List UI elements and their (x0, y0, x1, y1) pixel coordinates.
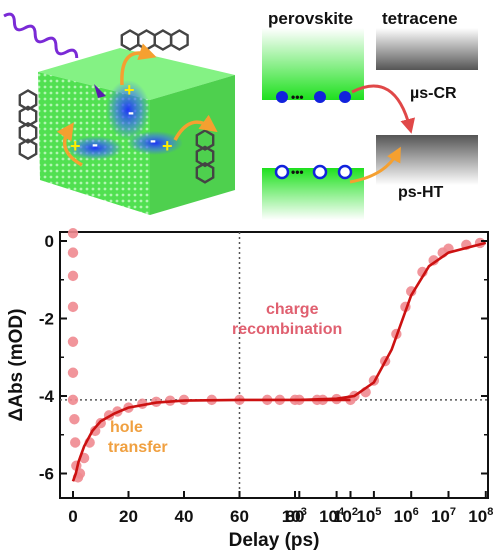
tetracene-ring (120, 29, 140, 51)
tetracene-ring (195, 161, 215, 184)
x-tick-label: 20 (119, 507, 138, 526)
charge-minus-symbol: - (150, 130, 156, 150)
tetracene-ring (169, 29, 189, 51)
tetracene-ring (195, 129, 215, 151)
charge-plus-symbol: + (70, 136, 81, 156)
energy-level-diagram: perovskite tetracene ••• ••• µs-CR ps-HT (262, 9, 478, 220)
tetracene-ring (18, 121, 38, 144)
y-tick-label: -4 (39, 387, 55, 406)
tetracene-ring (18, 89, 38, 111)
y-tick-label: 0 (45, 232, 54, 251)
charge-density-blob (106, 80, 150, 140)
x-tick-label: 80 (286, 507, 305, 526)
photon-arrow-icon (94, 84, 106, 98)
charge-recombination-arrow (351, 84, 416, 134)
data-point (67, 270, 79, 282)
cube-side-face (150, 75, 235, 215)
hole-ellipsis: ••• (291, 165, 304, 179)
x-tick-label: 102 (333, 506, 358, 526)
hole-dot (274, 164, 290, 180)
tetracene-lumo-band (376, 28, 478, 70)
hole-transfer-arrow (349, 146, 401, 184)
perovskite-cube-illustration: + - + - - + (3, 12, 235, 215)
electron-dot (339, 91, 351, 103)
tetracene-ring (137, 29, 156, 51)
charge-density-blob (127, 131, 183, 155)
data-point (67, 247, 79, 258)
data-point (69, 414, 80, 425)
hole-dot (337, 164, 353, 180)
x-tick-label: 107 (431, 506, 456, 526)
data-point (67, 336, 79, 347)
data-point (67, 301, 79, 313)
perovskite-conduction-band (262, 28, 364, 100)
y-axis: 0 -2 -4 -6 (39, 232, 488, 484)
x-tick-label: 105 (356, 506, 381, 526)
x-tick-label: 60 (230, 507, 249, 526)
perovskite-label: perovskite (268, 9, 353, 28)
ht-time-label: ps-HT (398, 184, 444, 201)
electron-ellipsis: ••• (291, 90, 304, 104)
data-point (67, 394, 79, 406)
hole-transfer-arrow (56, 122, 83, 167)
data-point (90, 425, 101, 437)
hole-dot (312, 164, 328, 180)
hole-transfer-arrow (120, 43, 157, 86)
x-tick-label: 40 (175, 507, 194, 526)
cr-time-label: µs-CR (410, 85, 457, 102)
y-axis-title: ΔAbs (mOD) (6, 309, 27, 422)
photon-wave-icon (3, 12, 79, 59)
data-point (70, 437, 81, 448)
y-tick-label: -2 (39, 310, 54, 329)
charge-plus-symbol: + (124, 80, 135, 100)
hole-transfer-arrow (173, 114, 218, 141)
x-tick-label: 108 (468, 506, 493, 526)
charge-minus-symbol: - (128, 102, 134, 122)
x-tick-label: 0 (68, 507, 77, 526)
tetracene-molecules (18, 29, 215, 184)
data-point (67, 367, 79, 378)
x-tick-label: 104 (319, 506, 345, 526)
annotation-recombination: recombination (232, 321, 342, 338)
charge-minus-symbol: - (92, 134, 98, 154)
tetracene-label: tetracene (382, 9, 458, 28)
x-axis-title: Delay (ps) (229, 530, 320, 551)
annotation-hole: hole (110, 419, 143, 436)
x-tick-label: 103 (282, 506, 307, 526)
reference-lines (60, 232, 488, 498)
charge-density-blob (67, 136, 123, 160)
annotation-transfer: transfer (108, 439, 168, 456)
x-tick-label: 106 (394, 506, 419, 526)
data-point (428, 255, 439, 266)
charge-plus-symbol: + (162, 136, 173, 156)
tetracene-ring (153, 29, 173, 51)
electron-dot (314, 91, 326, 103)
kinetics-chart: 0 -2 -4 -6 0 20 40 60 80 102 103 104 105 106 107 108 c… (6, 228, 493, 551)
x-axis: 0 20 40 60 80 102 103 104 105 106 107 108 (68, 491, 493, 526)
annotation-charge: charge (266, 301, 319, 318)
fit-curve (71, 241, 487, 482)
cube-top-face (38, 48, 235, 100)
y-tick-label: -6 (39, 465, 54, 484)
tetracene-ring (18, 138, 38, 161)
electron-dot (276, 91, 288, 103)
data-point (67, 228, 79, 239)
plot-frame (59, 231, 489, 499)
tetracene-ring (195, 145, 215, 168)
tetracene-ring (18, 105, 38, 128)
